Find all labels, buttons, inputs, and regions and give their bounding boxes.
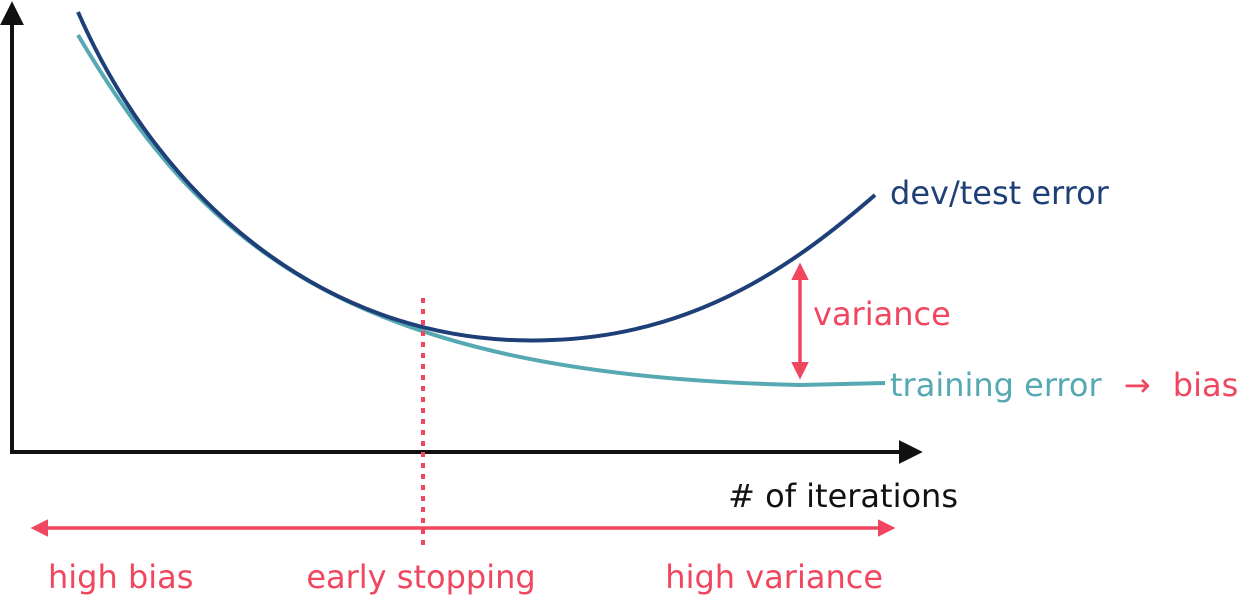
arrow-glyph: → — [1124, 366, 1151, 404]
training-error-label: training error → bias — [890, 366, 1238, 404]
high-bias-label: high bias — [48, 558, 193, 596]
training-error-curve — [76, 33, 886, 388]
early-stopping-label: early stopping — [306, 558, 535, 596]
training-error-text: training error — [890, 366, 1102, 404]
dev-test-error-label: dev/test error — [890, 174, 1110, 212]
variance-label: variance — [813, 295, 951, 333]
x-axis-label: # of iterations — [728, 477, 958, 515]
dev-test-error-curve — [76, 11, 877, 343]
high-variance-label: high variance — [665, 558, 883, 596]
bias-text: bias — [1173, 366, 1238, 404]
